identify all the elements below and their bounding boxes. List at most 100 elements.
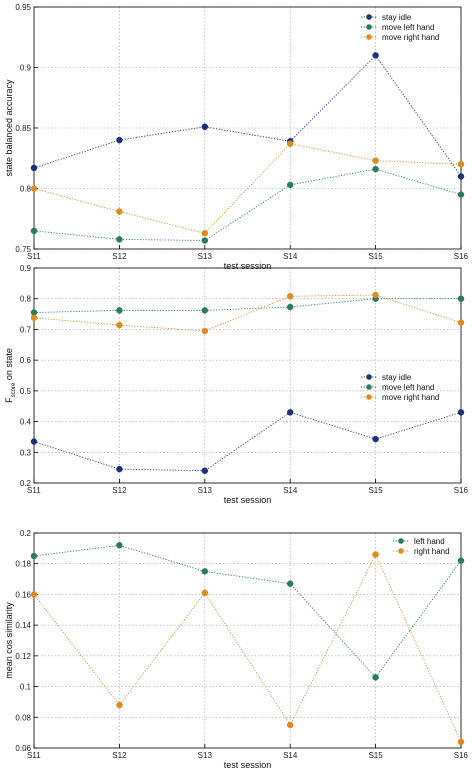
y-axis-label: state balanced accuracy <box>4 79 14 177</box>
legend-label: move left hand <box>382 23 434 32</box>
legend-marker <box>366 34 372 40</box>
legend-marker <box>366 384 372 390</box>
x-axis-label: test session <box>224 261 272 271</box>
legend-label: move right hand <box>382 393 439 402</box>
legend-marker <box>366 24 372 30</box>
x-tick-label: S16 <box>454 486 469 495</box>
series-line-left <box>33 168 462 241</box>
plot-frame <box>33 532 462 749</box>
data-point-right <box>116 701 123 709</box>
data-point-stay_idle <box>116 136 123 144</box>
legend-marker <box>366 374 372 380</box>
data-point-right <box>30 314 38 322</box>
x-tick-label: S11 <box>27 252 41 261</box>
data-point-stay_idle <box>372 52 379 59</box>
y-tick-label: 0.95 <box>15 3 31 12</box>
y-tick-label: 0.9 <box>20 64 32 73</box>
data-point-left <box>201 568 209 575</box>
series-line-stay_idle <box>33 411 462 472</box>
x-tick-label: S15 <box>368 252 383 261</box>
chart-panel-3: 0.06 0.08 0.1 0.12 0.14 0.16 0.18 0.2 S11 S12 S13 S… <box>4 529 469 770</box>
data-point-left <box>372 165 379 173</box>
data-point-left <box>372 674 379 681</box>
data-point-right <box>457 738 465 746</box>
x-tick-label: S14 <box>283 751 298 760</box>
data-point-left <box>286 303 294 311</box>
data-point-left <box>116 236 123 243</box>
data-point-right <box>372 551 379 558</box>
data-point-stay_idle <box>457 409 465 416</box>
y-tick-label: 0.6 <box>20 356 32 365</box>
data-point-left <box>30 227 38 235</box>
data-point-left <box>286 580 294 587</box>
legend-marker <box>366 14 372 20</box>
legend-label: stay idle <box>382 373 412 382</box>
data-point-left <box>457 557 465 564</box>
x-tick-label: S14 <box>283 486 298 495</box>
y-axis-label: mean cos similarity <box>4 602 14 679</box>
series-line-left <box>33 298 461 313</box>
y-tick-label: 0.2 <box>20 529 32 538</box>
data-point-right <box>372 291 379 299</box>
data-point-right <box>116 208 123 215</box>
legend-marker <box>398 538 404 544</box>
x-tick-label: S15 <box>368 751 383 760</box>
data-point-stay_idle <box>30 164 38 172</box>
data-point-right <box>372 157 379 164</box>
series-line-right <box>33 553 462 743</box>
series-line-left <box>33 544 462 679</box>
legend-label: move right hand <box>382 33 439 42</box>
legend-marker <box>398 548 404 554</box>
x-tick-label: S12 <box>112 252 127 261</box>
data-point-left <box>201 237 209 244</box>
data-point-left <box>30 552 38 560</box>
data-point-stay_idle <box>201 467 209 474</box>
x-axis-label: test session <box>224 760 272 770</box>
chart-panel-1: 0.75 0.8 0.85 0.9 0.95 S11 S12 S13 S14 S15 S16 test… <box>4 3 469 271</box>
y-tick-label: 0.08 <box>15 713 31 722</box>
data-point-right <box>30 185 38 192</box>
x-tick-label: S15 <box>368 486 383 495</box>
x-tick-label: S12 <box>112 751 127 760</box>
chart-panel-2: 0.2 0.3 0.4 0.5 0.6 0.7 0.8 0.9 S11 S12 S13 S14 S15 S… <box>4 264 469 505</box>
y-tick-label: 0.85 <box>15 124 31 133</box>
plot-frame <box>33 267 462 484</box>
data-point-right <box>286 293 294 300</box>
data-point-left <box>116 542 123 549</box>
y-tick-label: 0.16 <box>15 590 31 599</box>
data-point-left <box>116 307 123 314</box>
legend-label: stay idle <box>382 13 412 22</box>
data-point-left <box>286 181 294 189</box>
series-line-stay_idle <box>33 54 462 177</box>
y-tick-label: 0.14 <box>15 621 31 630</box>
data-point-right <box>201 230 209 237</box>
legend-label: right hand <box>414 547 450 556</box>
data-point-right <box>30 591 38 598</box>
data-point-stay_idle <box>116 465 123 473</box>
y-tick-label: 0.2 <box>20 479 32 488</box>
y-tick-label: 0.75 <box>15 245 31 254</box>
y-tick-label: 0.9 <box>20 264 32 273</box>
x-tick-label: S11 <box>27 486 41 495</box>
legend-label: left hand <box>414 537 445 546</box>
legend-label: move left hand <box>382 383 434 392</box>
y-tick-label: 0.5 <box>20 387 32 396</box>
data-point-stay_idle <box>30 438 38 445</box>
legend-marker <box>366 394 372 400</box>
data-point-right <box>457 161 465 168</box>
series-line-right <box>33 143 462 234</box>
data-point-right <box>201 589 209 597</box>
data-point-right <box>286 721 294 729</box>
x-tick-label: S13 <box>198 751 213 760</box>
data-point-stay_idle <box>286 409 294 416</box>
data-point-left <box>457 295 465 302</box>
data-point-right <box>201 327 209 335</box>
y-tick-label: 0.18 <box>15 560 31 569</box>
y-tick-label: 0.06 <box>15 744 31 753</box>
y-tick-label: 0.8 <box>20 295 32 304</box>
x-axis-label: test session <box>224 495 272 505</box>
